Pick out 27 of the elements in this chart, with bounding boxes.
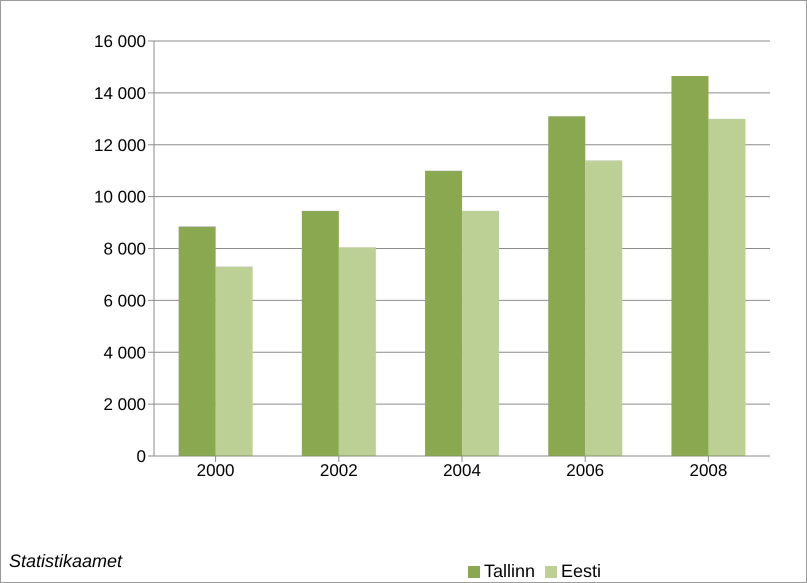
- y-tick-label: 14 000: [94, 84, 146, 103]
- y-tick-label: 8 000: [103, 240, 146, 259]
- y-tick-label: 12 000: [94, 136, 146, 155]
- y-tick-label: 2 000: [103, 395, 146, 414]
- bar: [671, 76, 708, 456]
- x-tick-label: 2008: [689, 461, 728, 480]
- bar: [708, 118, 746, 456]
- y-tick-label: 4 000: [103, 343, 146, 362]
- legend-label: Eesti: [561, 561, 602, 581]
- bar: [338, 247, 376, 456]
- text: Statistikaamet: [9, 551, 122, 572]
- bar: [548, 116, 586, 456]
- bar: [216, 266, 253, 456]
- y-tick-label: 6 000: [103, 291, 146, 310]
- bar: [178, 226, 216, 456]
- x-tick-label: 2002: [320, 461, 358, 480]
- y-tick-label: 10 000: [94, 188, 146, 207]
- x-tick-label: 2004: [443, 461, 481, 480]
- bar: [585, 160, 622, 456]
- bar: [425, 170, 462, 456]
- y-tick-label: 0: [136, 447, 146, 466]
- bar: [462, 210, 500, 456]
- bar: [302, 210, 339, 456]
- x-tick-label: 2000: [196, 461, 235, 480]
- legend-label: Tallinn: [484, 561, 535, 581]
- x-tick-label: 2006: [566, 461, 604, 480]
- y-tick-label: 16 000: [94, 32, 146, 52]
